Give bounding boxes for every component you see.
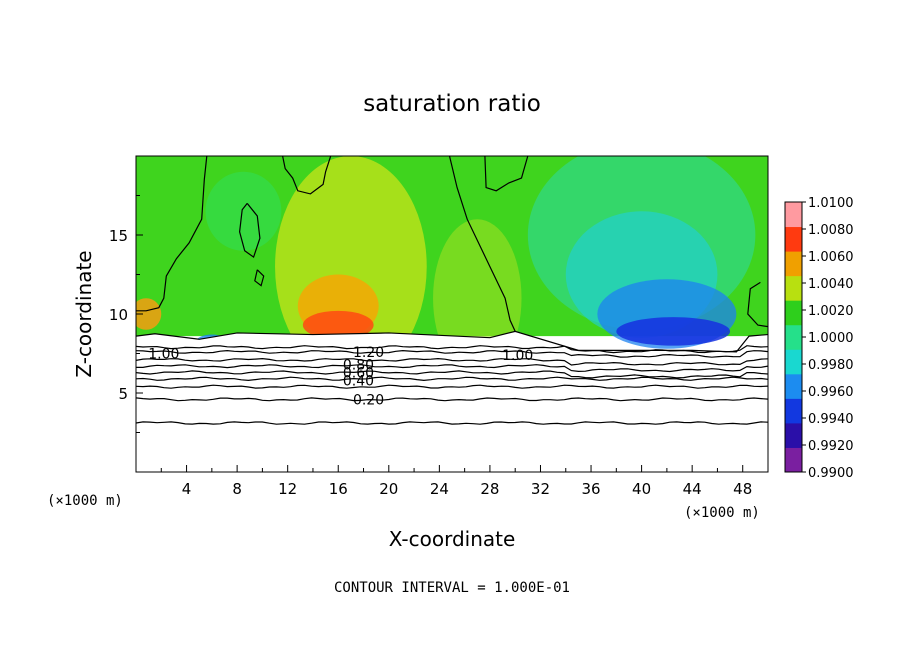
colorbar-label: 1.0040 [808, 277, 854, 292]
y-unit-label: (×1000 m) [47, 493, 123, 509]
contour-line [448, 156, 516, 332]
y-tick-label: 5 [118, 385, 128, 403]
x-tick-label: 24 [430, 480, 449, 498]
y-tick-label: 10 [109, 306, 128, 324]
colorbar-swatch [785, 251, 802, 277]
x-tick-label: 48 [733, 480, 752, 498]
x-unit-label: (×1000 m) [684, 505, 760, 521]
colorbar-label: 1.0000 [808, 331, 854, 346]
x-tick-label: 36 [581, 480, 600, 498]
x-axis-label: X-coordinate [389, 527, 516, 551]
x-axis-ticks: 4 8 12 16 20 24 28 32 36 40 44 48 [160, 465, 752, 498]
colorbar-label: 1.0100 [808, 196, 854, 211]
contour-line [136, 349, 768, 358]
contour-line [136, 156, 208, 312]
colorbar-swatch [785, 275, 802, 301]
field-patch [302, 310, 374, 340]
colorbar-swatch [785, 226, 802, 252]
x-tick-label: 44 [683, 480, 702, 498]
contour-line [484, 156, 529, 192]
contour-line [136, 376, 768, 382]
field-patch [136, 298, 162, 330]
colorbar-label: 0.9920 [808, 439, 854, 454]
contour-line [747, 281, 768, 328]
contour-label: 0.20 [353, 392, 384, 408]
contour-label: 1.00 [502, 348, 533, 364]
colorbar-swatch [785, 422, 802, 448]
field-patch [616, 317, 731, 346]
colorbar-swatch [785, 349, 802, 375]
contour-label: 1.20 [353, 345, 384, 361]
colorbar-label: 0.9900 [808, 466, 854, 481]
contour-label: 1.00 [148, 347, 179, 363]
colorbar-swatch [785, 300, 802, 326]
contour-label: 0.40 [343, 373, 374, 389]
contour-line [238, 203, 261, 259]
colorbar-swatch [785, 398, 802, 424]
x-tick-label: 32 [531, 480, 550, 498]
contour-line [136, 397, 768, 402]
contour-line [136, 357, 768, 366]
contour-label: 0.60 [343, 365, 374, 381]
y-tick-label: 15 [109, 227, 128, 245]
chart-title: saturation ratio [363, 91, 541, 117]
contour-label: 0.80 [343, 358, 374, 374]
contour-labels: 0.20 0.400.600.801.20 1.00 1.00 [148, 345, 533, 408]
colorbar-label: 1.0080 [808, 223, 854, 238]
contour-line [136, 384, 768, 389]
x-tick-label: 40 [632, 480, 651, 498]
x-tick-label: 8 [232, 480, 242, 498]
colorbar-label: 0.9980 [808, 358, 854, 373]
y-axis-ticks: 5 10 15 [109, 195, 143, 433]
contour-interval-note: CONTOUR INTERVAL = 1.000E-01 [334, 580, 570, 596]
y-axis-label: Z-coordinate [72, 250, 96, 377]
colorbar-swatch [785, 373, 802, 399]
colorbar-swatch [785, 324, 802, 350]
x-tick-label: 4 [182, 480, 192, 498]
x-tick-label: 20 [379, 480, 398, 498]
x-tick-label: 16 [329, 480, 348, 498]
contour-line [282, 156, 332, 195]
field-patch [205, 171, 282, 251]
colorbar-label: 1.0060 [808, 250, 854, 265]
colorbar-label: 0.9960 [808, 385, 854, 400]
x-tick-label: 12 [278, 480, 297, 498]
contour-line [136, 330, 768, 353]
contour-lines [136, 156, 768, 425]
contour-line [136, 364, 768, 373]
x-tick-label: 28 [480, 480, 499, 498]
colorbar-swatch [785, 202, 802, 228]
colorbar: 1.0100 1.0080 1.0060 1.0040 1.0020 1.0000 0.99… [784, 196, 854, 481]
colorbar-label: 1.0020 [808, 304, 854, 319]
contour-line [136, 370, 768, 379]
colorbar-label: 0.9940 [808, 412, 854, 427]
colorbar-swatch [785, 447, 802, 473]
contour-line [254, 269, 265, 287]
contour-line [136, 421, 768, 425]
